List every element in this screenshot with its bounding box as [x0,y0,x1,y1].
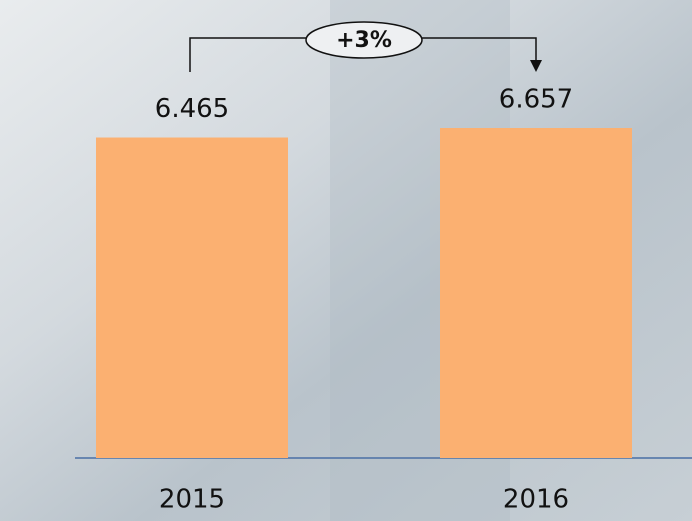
x-tick-label: 2015 [159,485,225,515]
value-label: 6.657 [499,85,573,115]
bar [96,137,288,458]
arrow-head [530,60,542,72]
annotation: +3% [336,28,392,53]
value-label: 6.465 [155,94,229,124]
annotation-ellipse [305,21,423,59]
bar [440,128,632,458]
x-tick-label: 2016 [503,485,569,515]
bracket [189,37,537,72]
